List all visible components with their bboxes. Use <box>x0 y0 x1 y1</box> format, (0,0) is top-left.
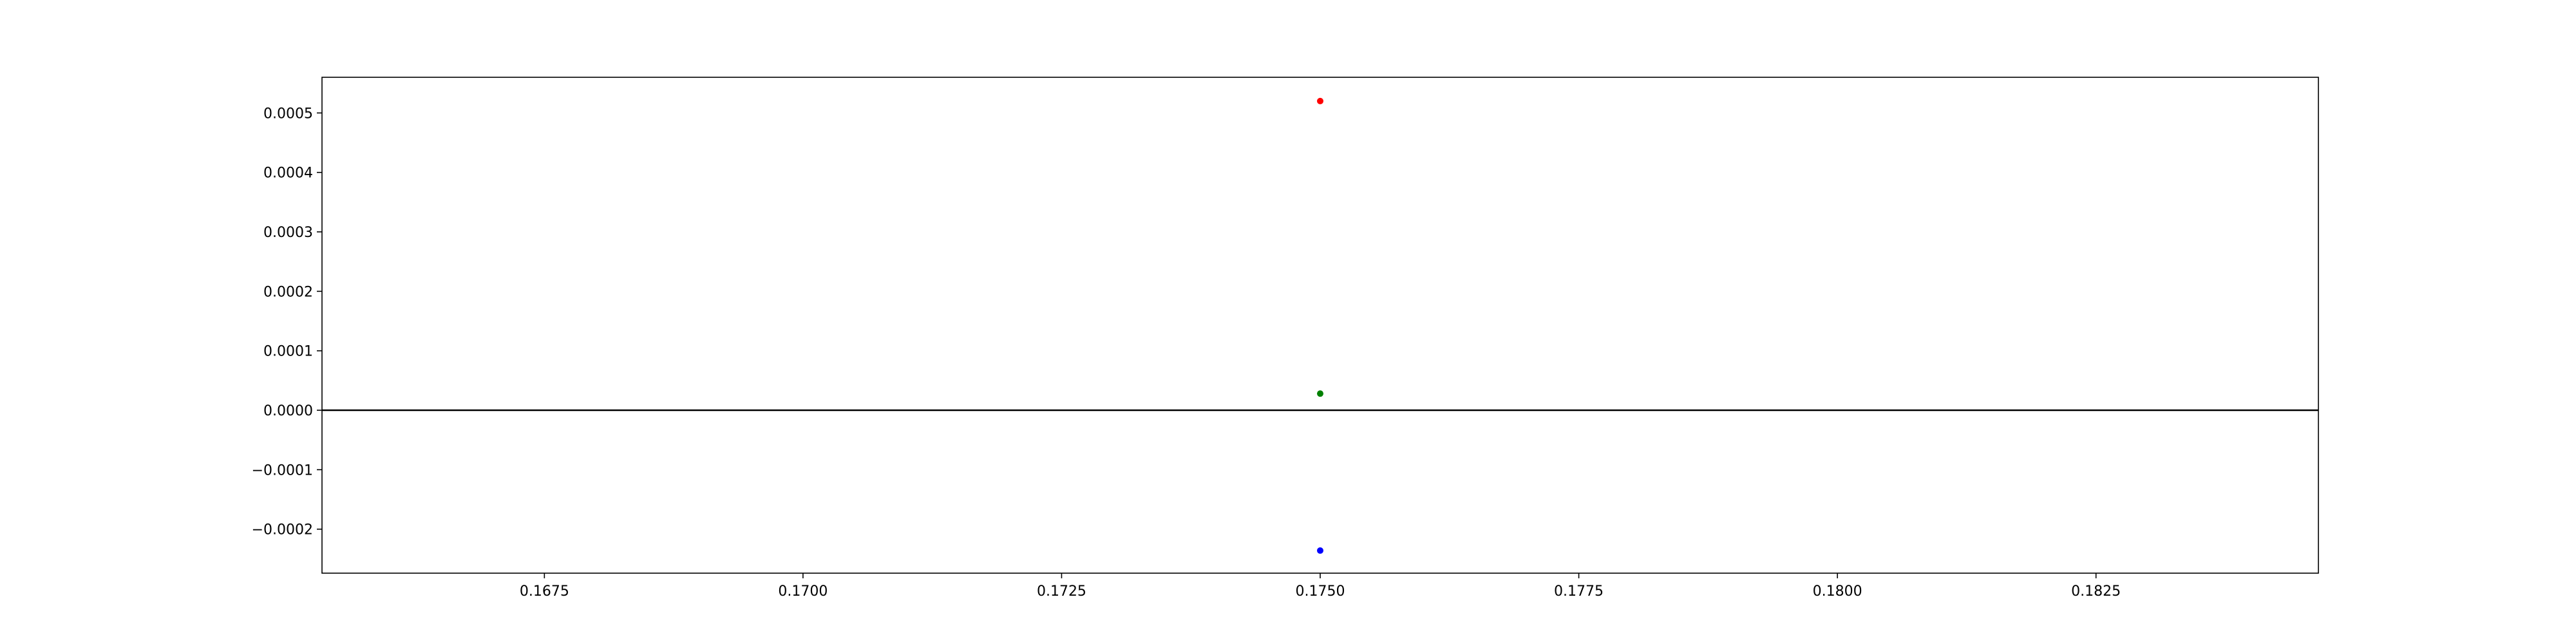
y-tick-label: −0.0002 <box>252 522 313 538</box>
data-point <box>1317 97 1323 104</box>
x-tick-label: 0.1725 <box>1037 583 1086 600</box>
x-tick-label: 0.1800 <box>1813 583 1862 600</box>
data-point <box>1317 547 1323 554</box>
data-points <box>1317 97 1323 554</box>
y-tick-label: 0.0003 <box>263 225 313 241</box>
x-tick-label: 0.1675 <box>520 583 569 600</box>
x-tick-label: 0.1825 <box>2071 583 2121 600</box>
y-tick-label: 0.0001 <box>263 344 313 360</box>
x-tick-label: 0.1775 <box>1554 583 1604 600</box>
x-tick-label: 0.1750 <box>1296 583 1345 600</box>
data-point <box>1317 390 1323 397</box>
y-tick-label: 0.0000 <box>263 403 313 419</box>
y-tick-label: 0.0002 <box>263 284 313 300</box>
y-tick-label: 0.0004 <box>263 166 313 182</box>
x-tick-label: 0.1700 <box>778 583 828 600</box>
y-axis: 0.0005 0.0004 0.0003 0.0002 0.0001 0.0000 −0.0… <box>252 106 322 538</box>
x-axis: 0.1675 0.1700 0.1725 0.1750 0.1775 0.1800 0.18… <box>520 573 2121 600</box>
plot-area-frame <box>321 77 2319 574</box>
y-tick-label: −0.0001 <box>252 462 313 478</box>
y-tick-label: 0.0005 <box>263 106 313 122</box>
